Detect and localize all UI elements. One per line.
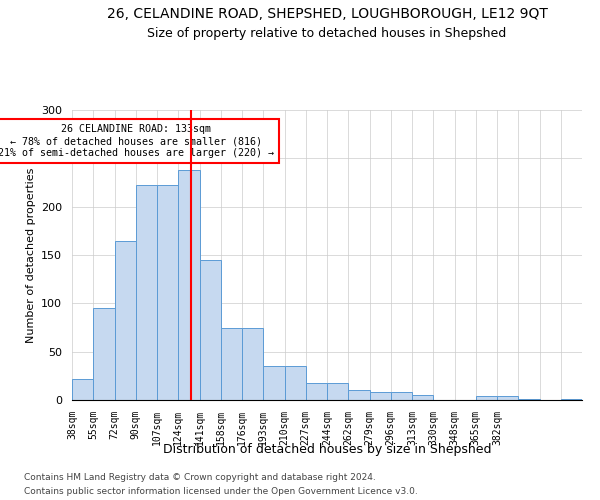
Bar	[93, 308, 115, 400]
Bar	[391, 392, 412, 400]
Text: Distribution of detached houses by size in Shepshed: Distribution of detached houses by size …	[163, 442, 491, 456]
Bar	[518, 399, 539, 400]
Bar	[178, 170, 199, 400]
Text: 26 CELANDINE ROAD: 133sqm
← 78% of detached houses are smaller (816)
21% of semi: 26 CELANDINE ROAD: 133sqm ← 78% of detac…	[0, 124, 274, 158]
Bar	[115, 240, 136, 400]
Bar	[561, 399, 582, 400]
Bar	[327, 382, 348, 400]
Text: Contains HM Land Registry data © Crown copyright and database right 2024.: Contains HM Land Registry data © Crown c…	[24, 472, 376, 482]
Bar	[72, 378, 93, 400]
Bar	[263, 366, 284, 400]
Bar	[497, 396, 518, 400]
Bar	[242, 328, 263, 400]
Bar	[157, 186, 178, 400]
Bar	[348, 390, 370, 400]
Bar	[476, 396, 497, 400]
Text: 26, CELANDINE ROAD, SHEPSHED, LOUGHBOROUGH, LE12 9QT: 26, CELANDINE ROAD, SHEPSHED, LOUGHBOROU…	[107, 8, 547, 22]
Bar	[306, 382, 327, 400]
Bar	[370, 392, 391, 400]
Y-axis label: Number of detached properties: Number of detached properties	[26, 168, 35, 342]
Bar	[284, 366, 306, 400]
Bar	[412, 395, 433, 400]
Bar	[221, 328, 242, 400]
Text: Size of property relative to detached houses in Shepshed: Size of property relative to detached ho…	[148, 28, 506, 40]
Bar	[199, 260, 221, 400]
Text: Contains public sector information licensed under the Open Government Licence v3: Contains public sector information licen…	[24, 488, 418, 496]
Bar	[136, 186, 157, 400]
